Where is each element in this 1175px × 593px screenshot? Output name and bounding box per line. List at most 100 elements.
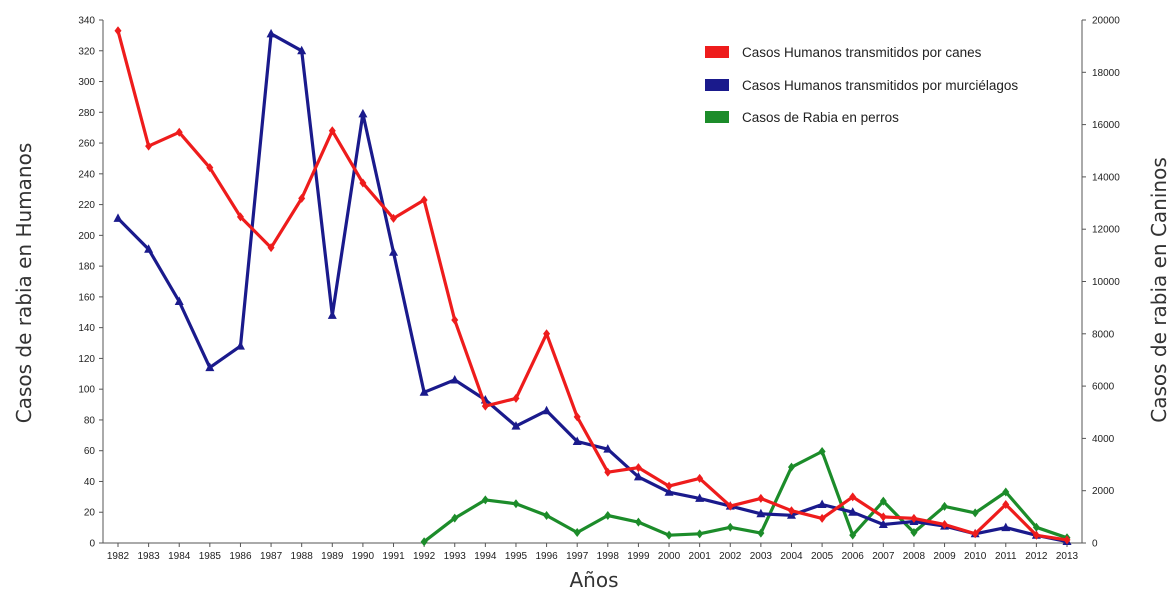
left-tick-label: 140 <box>78 323 95 334</box>
x-tick-label: 1987 <box>260 551 283 562</box>
left-tick-label: 280 <box>78 108 95 119</box>
left-tick-label: 320 <box>78 46 95 57</box>
x-tick-label: 1989 <box>321 551 344 562</box>
x-tick-label: 1999 <box>627 551 650 562</box>
left-tick-label: 100 <box>78 385 95 396</box>
series-point-1 <box>542 405 552 415</box>
right-tick-label: 18000 <box>1092 68 1120 79</box>
x-tick-label: 2001 <box>689 551 712 562</box>
x-tick-label: 2010 <box>964 551 987 562</box>
left-tick-label: 0 <box>89 539 95 550</box>
series-point-0 <box>849 492 857 502</box>
x-tick-label: 1994 <box>474 551 497 562</box>
series-point-0 <box>1063 535 1071 545</box>
series-point-2 <box>787 462 795 472</box>
right-tick-label: 8000 <box>1092 329 1115 340</box>
right-tick-label: 12000 <box>1092 225 1120 236</box>
series-point-2 <box>481 495 489 505</box>
series-point-0 <box>512 393 520 403</box>
series-point-0 <box>1032 530 1040 540</box>
x-tick-label: 1984 <box>168 551 191 562</box>
series-point-2 <box>512 499 520 509</box>
left-tick-label: 60 <box>84 446 96 457</box>
right-tick-label: 2000 <box>1092 486 1115 497</box>
series-point-2 <box>634 517 642 527</box>
series-point-2 <box>879 496 887 506</box>
series-point-0 <box>267 243 275 253</box>
x-tick-label: 1983 <box>137 551 160 562</box>
series-point-1 <box>756 508 766 518</box>
series-point-0 <box>604 467 612 477</box>
series-point-0 <box>298 193 306 203</box>
x-tick-label: 2012 <box>1025 551 1048 562</box>
x-axis-title: Años <box>569 568 618 592</box>
series-point-0 <box>390 213 398 223</box>
x-tick-label: 1991 <box>382 551 405 562</box>
x-tick-label: 2000 <box>658 551 681 562</box>
legend-swatch-perros <box>705 111 729 123</box>
series-point-2 <box>971 508 979 518</box>
legend-label-murcielagos: Casos Humanos transmitidos por murciélag… <box>742 78 1018 93</box>
right-tick-label: 0 <box>1092 539 1098 550</box>
series-point-0 <box>451 315 459 325</box>
series-point-1 <box>572 436 582 445</box>
right-tick-label: 10000 <box>1092 277 1120 288</box>
legend-label-canes: Casos Humanos transmitidos por canes <box>742 45 982 60</box>
series-point-0 <box>328 126 336 136</box>
series-point-0 <box>359 178 367 188</box>
series-point-2 <box>604 511 612 521</box>
right-tick-label: 20000 <box>1092 16 1120 27</box>
x-tick-label: 2007 <box>872 551 895 562</box>
series-point-2 <box>757 528 765 538</box>
y-axis-right-title: Casos de rabia en Caninos <box>1147 157 1171 422</box>
series-point-0 <box>665 481 673 491</box>
x-tick-label: 2006 <box>842 551 865 562</box>
series-point-0 <box>206 163 214 173</box>
series-point-2 <box>1032 522 1040 532</box>
series-point-1 <box>235 341 245 350</box>
x-tick-label: 1990 <box>352 551 375 562</box>
series-point-1 <box>664 487 674 496</box>
series-point-2 <box>1002 487 1010 497</box>
series-point-2 <box>726 522 734 532</box>
legend-swatch-murcielagos <box>705 79 729 91</box>
series-point-0 <box>481 401 489 411</box>
series-point-1 <box>266 28 276 38</box>
series-point-1 <box>174 296 184 305</box>
series-point-1 <box>878 519 888 529</box>
x-tick-label: 2009 <box>933 551 956 562</box>
series-point-2 <box>665 530 673 540</box>
series-point-0 <box>175 127 183 137</box>
left-tick-label: 160 <box>78 292 95 303</box>
x-tick-label: 2004 <box>780 551 803 562</box>
series-point-1 <box>511 421 521 430</box>
x-tick-label: 2002 <box>719 551 742 562</box>
x-axis-ticks: 1982 1983 1984 1985 1986 1987 1988 1989 1990 1991… <box>107 543 1079 562</box>
series-point-2 <box>543 511 551 521</box>
right-tick-label: 14000 <box>1092 172 1120 183</box>
x-tick-label: 2005 <box>811 551 834 562</box>
x-tick-label: 1988 <box>291 551 314 562</box>
series-point-0 <box>787 506 795 516</box>
series-point-1 <box>389 247 399 256</box>
series-point-1 <box>297 45 307 55</box>
left-tick-label: 240 <box>78 169 95 180</box>
series-point-2 <box>941 501 949 511</box>
x-tick-label: 1992 <box>413 551 436 562</box>
x-tick-label: 2003 <box>750 551 773 562</box>
series-point-1 <box>327 310 337 319</box>
series-point-2 <box>910 528 918 538</box>
left-tick-label: 200 <box>78 231 95 242</box>
left-tick-label: 180 <box>78 262 95 273</box>
series-point-1 <box>144 244 154 253</box>
series-point-1 <box>450 374 460 384</box>
series-point-1 <box>695 493 705 502</box>
x-tick-label: 1998 <box>597 551 620 562</box>
series-line-2 <box>422 449 1069 544</box>
x-tick-label: 2008 <box>903 551 926 562</box>
series-point-0 <box>726 501 734 511</box>
legend-swatch-canes <box>705 46 729 58</box>
series-point-2 <box>451 513 459 523</box>
series-point-2 <box>849 530 857 540</box>
